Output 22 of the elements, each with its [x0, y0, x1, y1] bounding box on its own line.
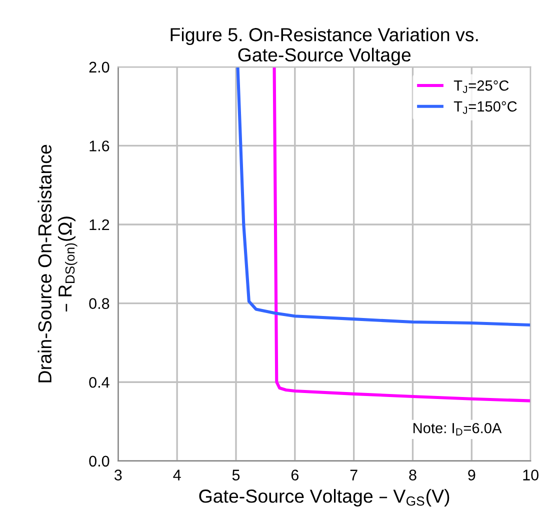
legend-label: T$_{J}$=150°C	[454, 101, 517, 114]
x-tick-label: 5	[232, 470, 240, 480]
chart-title: Figure 5. On-Resistance Variation vs. Gate-Source Voltage	[170, 28, 478, 66]
x-tick-label: 6	[291, 470, 298, 480]
annotation: Note: I$_{D}$=6.0A	[414, 422, 502, 436]
y-tick-label: 0.4	[89, 376, 110, 388]
y-tick-label: 2.0	[89, 62, 110, 73]
y-tick-label: 1.6	[90, 140, 110, 152]
y-axis-title: Drain-Source On-Resistance – R$_{DS(on)}$(Ω)	[38, 144, 78, 382]
x-tick-label: 9	[468, 470, 476, 480]
x-tick-label: 8	[409, 470, 416, 480]
legend-label: T$_{J}$=25°C	[454, 80, 509, 93]
x-tick-label: 7	[350, 470, 358, 480]
y-tick-label: 1.2	[90, 219, 110, 230]
line-series	[272, 66, 531, 402]
line-series	[236, 66, 531, 327]
x-tick-label: 3	[114, 470, 122, 480]
x-axis-title: Gate-Source Voltage – V$_{GS}$(V)	[199, 489, 450, 507]
x-tick-label: 4	[173, 470, 181, 480]
x-tick-label: 10	[523, 470, 538, 480]
y-tick-label: 0.8	[89, 298, 110, 309]
y-tick-label: 0.0	[89, 456, 110, 467]
